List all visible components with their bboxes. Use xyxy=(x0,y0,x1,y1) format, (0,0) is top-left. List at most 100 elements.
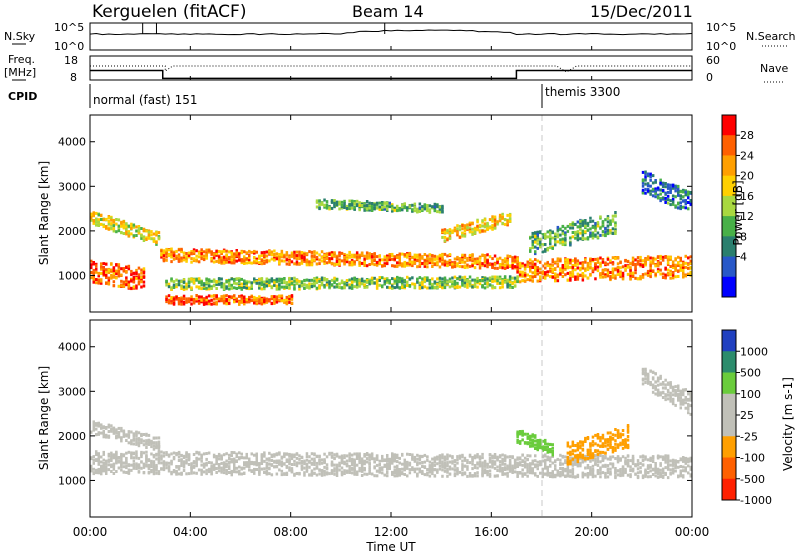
data-cell xyxy=(187,277,191,281)
data-cell xyxy=(132,459,136,463)
cpid-mode-2: themis 3300 xyxy=(545,85,620,99)
data-cell xyxy=(285,301,289,305)
data-cell xyxy=(594,277,597,281)
data-cell xyxy=(97,220,100,224)
data-cell xyxy=(438,459,442,463)
data-cell xyxy=(360,282,364,286)
data-cell xyxy=(97,279,100,282)
data-cell xyxy=(335,200,339,204)
data-cell xyxy=(383,473,386,477)
data-cell xyxy=(350,286,354,290)
data-cell xyxy=(132,462,136,466)
colorbar-swatch xyxy=(722,115,736,136)
data-cell xyxy=(646,255,650,259)
data-cell xyxy=(225,294,228,298)
data-cell xyxy=(491,459,494,463)
data-cell xyxy=(180,297,183,301)
data-cell xyxy=(265,464,269,468)
data-cell xyxy=(586,228,590,232)
data-cell xyxy=(684,199,687,202)
data-cell xyxy=(483,264,487,268)
data-cell xyxy=(368,280,371,284)
data-cell xyxy=(245,251,248,255)
data-cell xyxy=(197,280,201,284)
data-cell xyxy=(661,258,665,262)
data-cell xyxy=(157,236,161,240)
data-cell xyxy=(355,204,359,208)
data-cell xyxy=(651,187,655,191)
data-cell xyxy=(145,229,148,233)
data-cell xyxy=(589,227,592,231)
data-cell xyxy=(493,226,497,230)
data-cell xyxy=(115,459,118,463)
data-cell xyxy=(516,275,519,279)
data-cell xyxy=(157,453,161,457)
data-cell xyxy=(250,470,253,473)
data-cell xyxy=(516,270,519,274)
data-cell xyxy=(491,285,494,289)
data-cell xyxy=(137,229,141,233)
data-cell xyxy=(544,276,547,280)
data-cell xyxy=(92,262,95,266)
data-cell xyxy=(330,278,334,282)
data-cell xyxy=(478,282,482,286)
data-cell xyxy=(611,231,615,235)
data-cell xyxy=(436,282,439,286)
data-cell xyxy=(544,266,547,270)
data-cell xyxy=(496,279,499,283)
data-cell xyxy=(192,252,196,255)
data-cell xyxy=(290,251,294,255)
data-cell xyxy=(423,280,427,284)
data-cell xyxy=(486,277,489,281)
data-cell xyxy=(375,474,379,478)
data-cell xyxy=(97,224,100,227)
data-cell xyxy=(431,285,434,289)
data-cell xyxy=(338,262,341,266)
data-cell xyxy=(152,460,156,464)
data-cell xyxy=(250,281,253,285)
data-cell xyxy=(255,461,258,465)
data-cell xyxy=(335,474,339,477)
data-cell xyxy=(438,457,442,461)
data-cell xyxy=(403,458,406,462)
data-cell xyxy=(498,277,502,281)
data-cell xyxy=(117,263,121,267)
data-cell xyxy=(95,220,98,224)
data-cell xyxy=(596,260,600,264)
data-cell xyxy=(586,261,590,265)
data-cell xyxy=(222,283,226,287)
data-cell xyxy=(476,220,479,224)
data-cell xyxy=(438,207,442,211)
data-cell xyxy=(90,466,93,470)
data-cell xyxy=(388,205,391,209)
cpid-mode-1: normal (fast) 151 xyxy=(93,93,197,107)
data-cell xyxy=(253,462,256,466)
data-cell xyxy=(496,260,499,264)
data-cell xyxy=(611,227,615,231)
data-cell xyxy=(441,256,444,260)
data-cell xyxy=(222,468,226,472)
data-cell xyxy=(180,302,183,306)
data-cell xyxy=(386,262,389,266)
data-cell xyxy=(386,278,389,282)
data-cell xyxy=(235,452,238,456)
data-cell xyxy=(200,248,203,252)
data-cell xyxy=(235,466,238,470)
data-cell xyxy=(225,249,228,253)
data-cell xyxy=(448,259,452,263)
data-cell xyxy=(518,280,522,284)
data-cell xyxy=(463,224,467,228)
data-cell xyxy=(333,469,336,473)
data-cell xyxy=(443,461,447,465)
data-cell xyxy=(100,281,103,285)
data-cell xyxy=(172,451,176,455)
data-cell xyxy=(418,456,422,460)
data-cell xyxy=(97,452,100,456)
data-cell xyxy=(646,269,650,273)
data-cell xyxy=(571,235,575,239)
data-cell xyxy=(310,282,314,286)
data-cell xyxy=(122,226,126,230)
data-cell xyxy=(177,298,181,302)
data-cell xyxy=(265,472,269,476)
data-cell xyxy=(609,229,612,232)
